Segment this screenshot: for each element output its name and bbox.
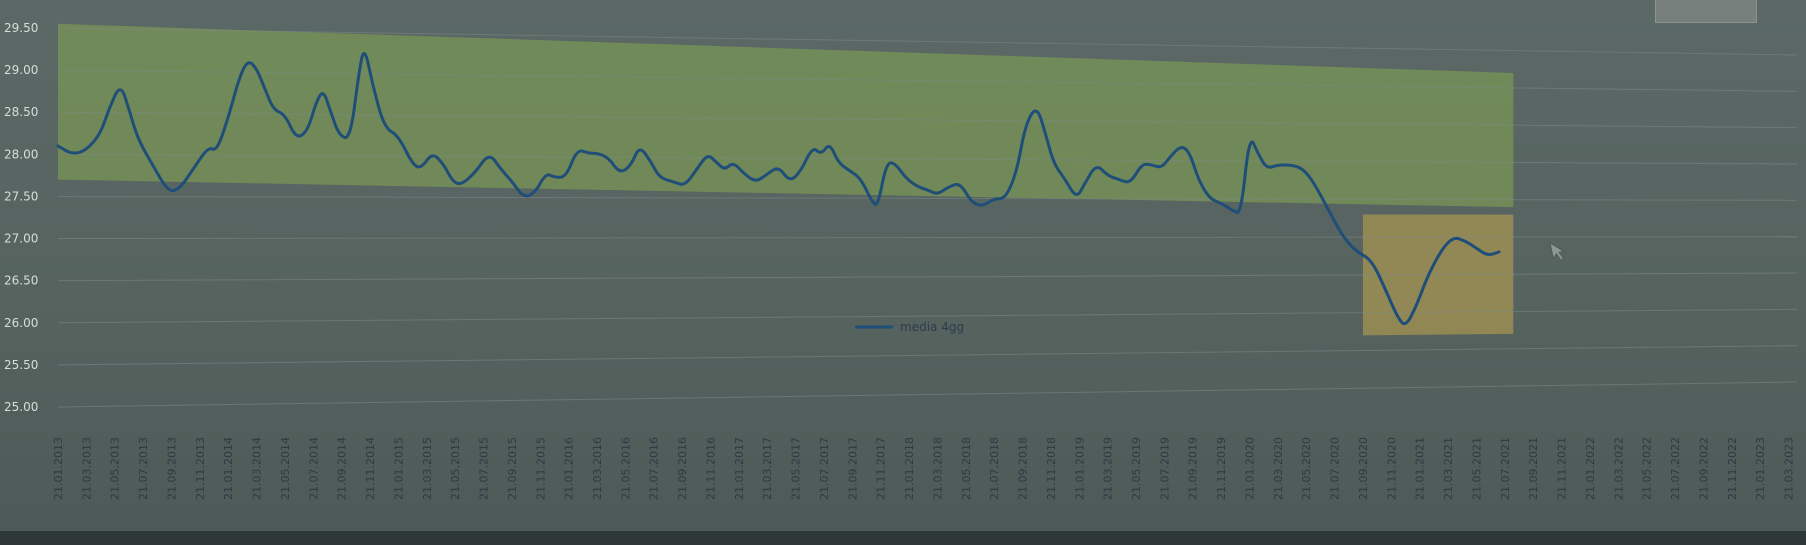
x-tick-label: 21.07.2021 [1499, 437, 1512, 500]
x-tick-label: 21.07.2013 [137, 437, 150, 500]
x-tick-label: 21.05.2016 [619, 437, 632, 500]
x-tick-label: 21.07.2017 [818, 437, 831, 500]
series-line [56, 52, 1501, 326]
x-tick-label: 21.07.2015 [478, 437, 491, 500]
x-tick-label: 21.03.2019 [1102, 437, 1115, 500]
grid-line [57, 27, 1798, 56]
x-tick-label: 21.11.2013 [194, 437, 207, 500]
x-tick-label: 21.05.2020 [1300, 437, 1313, 500]
chart-filter-button[interactable] [1655, 0, 1757, 23]
x-tick-label: 21.03.2018 [931, 437, 944, 500]
grid-lines [57, 27, 1798, 408]
x-tick-label: 21.01.2019 [1073, 437, 1086, 500]
x-tick-label: 21.03.2016 [591, 437, 604, 500]
y-tick-label: 25.00 [4, 400, 38, 414]
y-tick-label: 26.50 [4, 274, 38, 288]
x-tick-label: 21.11.2017 [875, 437, 888, 500]
band-0 [58, 23, 1514, 208]
x-tick-label: 21.01.2023 [1754, 437, 1767, 500]
x-tick-label: 21.05.2017 [790, 437, 803, 500]
legend: media 4gg [855, 320, 964, 334]
x-tick-label: 21.07.2019 [1158, 437, 1171, 500]
x-tick-label: 21.01.2022 [1584, 437, 1597, 500]
x-tick-label: 21.07.2018 [988, 437, 1001, 500]
x-tick-label: 21.03.2021 [1442, 437, 1455, 500]
x-tick-label: 21.11.2016 [704, 437, 717, 500]
x-tick-label: 21.01.2020 [1243, 437, 1256, 500]
series-layer [56, 52, 1501, 326]
x-tick-label: 21.07.2016 [648, 437, 661, 500]
x-tick-label: 21.11.2021 [1556, 437, 1569, 500]
y-tick-label: 29.50 [4, 21, 38, 35]
highlight-bands [58, 23, 1514, 336]
x-tick-label: 21.11.2014 [364, 437, 377, 500]
x-tick-label: 21.05.2022 [1641, 437, 1654, 500]
x-tick-label: 21.09.2021 [1527, 437, 1540, 500]
y-tick-label: 29.00 [4, 63, 38, 77]
grid-line [57, 381, 1798, 408]
x-tick-label: 21.09.2022 [1697, 437, 1710, 500]
x-tick-label: 21.07.2022 [1669, 437, 1682, 500]
x-tick-label: 21.03.2017 [761, 437, 774, 500]
grid-line [57, 111, 1798, 129]
x-tick-label: 21.05.2015 [449, 437, 462, 500]
grid-line [57, 195, 1798, 201]
x-tick-label: 21.09.2020 [1357, 437, 1370, 500]
x-tick-label: 21.09.2013 [165, 437, 178, 500]
grid-line [57, 236, 1798, 240]
x-tick-label: 21.01.2021 [1414, 437, 1427, 500]
x-tick-label: 21.03.2015 [421, 437, 434, 500]
x-tick-label: 21.01.2017 [733, 437, 746, 500]
grid-line [57, 272, 1798, 282]
x-tick-label: 21.07.2020 [1329, 437, 1342, 500]
x-axis-ticks: 21.01.2013 21.03.2013 21.05.2013 21.07.2013… [52, 437, 1795, 500]
x-tick-label: 21.11.2022 [1726, 437, 1739, 500]
x-tick-label: 21.03.2020 [1272, 437, 1285, 500]
x-tick-label: 21.01.2015 [392, 437, 405, 500]
taskbar-strip [0, 531, 1806, 545]
x-tick-label: 21.11.2018 [1045, 437, 1058, 500]
x-tick-label: 21.01.2016 [563, 437, 576, 500]
y-tick-label: 27.50 [4, 189, 38, 203]
y-tick-label: 28.50 [4, 105, 38, 119]
x-tick-label: 21.05.2019 [1130, 437, 1143, 500]
x-tick-label: 21.01.2018 [903, 437, 916, 500]
x-tick-label: 21.03.2023 [1782, 437, 1795, 500]
y-tick-label: 26.00 [4, 316, 38, 330]
x-tick-label: 21.09.2015 [506, 437, 519, 500]
x-tick-label: 21.09.2019 [1187, 437, 1200, 500]
y-tick-label: 28.00 [4, 147, 38, 161]
x-tick-label: 21.09.2016 [676, 437, 689, 500]
y-tick-label: 27.00 [4, 232, 38, 246]
x-tick-label: 21.05.2021 [1470, 437, 1483, 500]
grid-line [57, 308, 1798, 324]
x-tick-label: 21.07.2014 [307, 437, 320, 500]
x-tick-label: 21.11.2020 [1385, 437, 1398, 500]
grid-line [57, 69, 1798, 92]
x-tick-label: 21.05.2013 [109, 437, 122, 500]
x-tick-label: 21.11.2015 [534, 437, 547, 500]
x-tick-label: 21.03.2013 [80, 437, 93, 500]
mouse-cursor-icon [1549, 241, 1566, 261]
x-tick-label: 21.11.2019 [1215, 437, 1228, 500]
x-tick-label: 21.01.2014 [222, 437, 235, 500]
grid-line [57, 345, 1798, 366]
x-tick-label: 21.03.2014 [251, 437, 264, 500]
y-axis-ticks: 29.50 29.00 28.50 28.00 27.50 27.00 26.50 26.00… [4, 21, 38, 414]
y-tick-label: 25.50 [4, 358, 38, 372]
x-tick-label: 21.05.2018 [960, 437, 973, 500]
grid-line [57, 153, 1798, 165]
x-tick-label: 21.01.2013 [52, 437, 65, 500]
x-tick-label: 21.09.2017 [846, 437, 859, 500]
x-tick-label: 21.05.2014 [279, 437, 292, 500]
legend-label: media 4gg [900, 320, 964, 334]
x-tick-label: 21.03.2022 [1612, 437, 1625, 500]
x-tick-label: 21.09.2018 [1017, 437, 1030, 500]
x-tick-label: 21.09.2014 [336, 437, 349, 500]
